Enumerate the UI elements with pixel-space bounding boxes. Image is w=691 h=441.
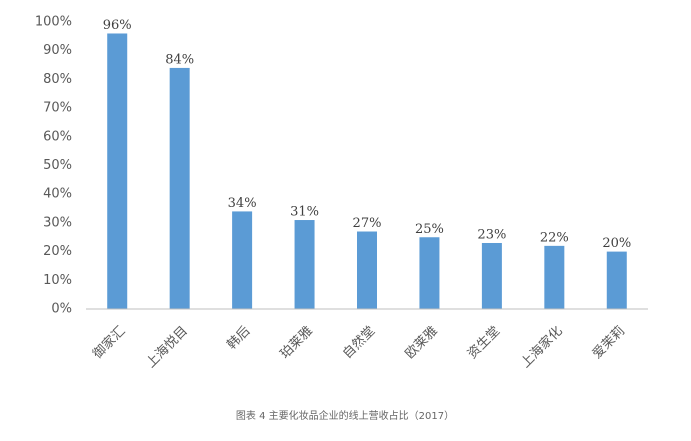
y-tick-label: 40% — [43, 187, 72, 202]
value-label: 96% — [103, 18, 132, 33]
y-tick-label: 80% — [43, 72, 72, 87]
bar — [107, 33, 128, 309]
y-tick-label: 20% — [43, 244, 72, 259]
bar — [544, 245, 565, 309]
bar — [357, 231, 377, 309]
x-tick-label: 上海悦目 — [144, 324, 191, 371]
y-tick-label: 60% — [43, 129, 72, 144]
bar — [606, 251, 627, 309]
y-tick-label: 30% — [43, 215, 72, 230]
value-label: 22% — [540, 230, 569, 245]
bar — [294, 220, 315, 309]
value-label: 34% — [228, 196, 257, 211]
value-label: 31% — [290, 205, 319, 220]
bar — [419, 237, 440, 309]
y-tick-label: 10% — [43, 273, 72, 288]
y-tick-label: 50% — [43, 158, 72, 173]
bar — [169, 67, 190, 309]
x-tick-label: 自然堂 — [339, 323, 378, 362]
value-label: 23% — [477, 227, 506, 242]
value-label: 27% — [353, 216, 382, 231]
x-tick-label: 御家汇 — [90, 323, 129, 362]
value-label: 20% — [602, 236, 631, 251]
x-tick-label: 韩后 — [224, 324, 253, 353]
chart-caption: 图表 4 主要化妆品企业的线上营收占比（2017） — [236, 409, 454, 422]
bar — [232, 211, 253, 309]
y-tick-label: 90% — [43, 43, 72, 58]
x-tick-label: 爱茉莉 — [590, 324, 628, 362]
y-tick-label: 100% — [35, 15, 72, 30]
value-label: 84% — [165, 52, 194, 67]
x-tick-label: 上海家化 — [518, 323, 566, 371]
x-tick-label: 珀莱雅 — [278, 324, 316, 362]
bar — [481, 242, 502, 309]
x-tick-label: 欧莱雅 — [403, 324, 441, 362]
y-tick-label: 0% — [51, 302, 72, 317]
x-tick-label: 资生堂 — [465, 324, 503, 362]
y-tick-label: 70% — [43, 101, 72, 116]
value-label: 25% — [415, 222, 444, 237]
